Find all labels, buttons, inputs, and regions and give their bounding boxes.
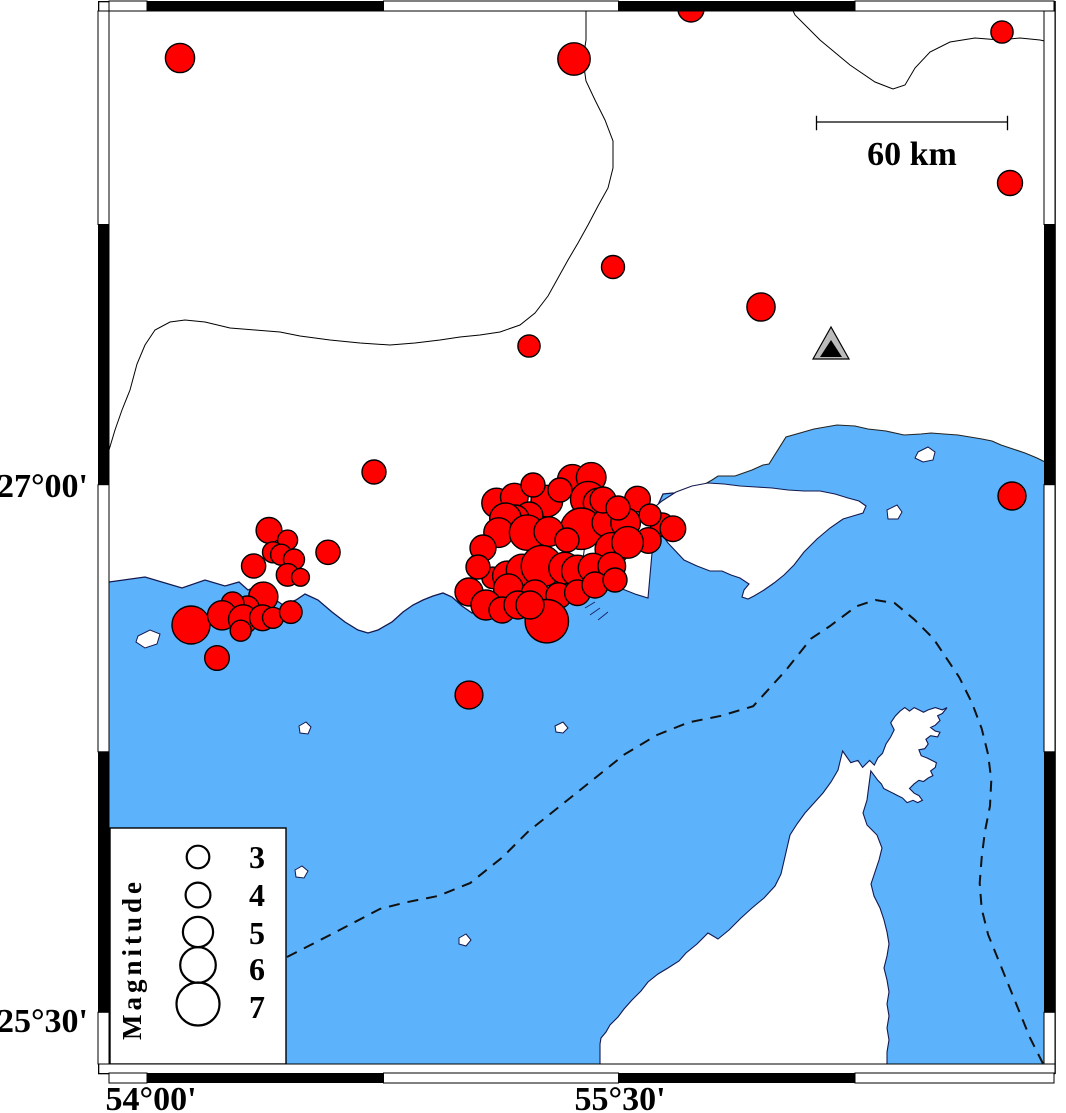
- svg-text:5: 5: [249, 915, 265, 951]
- svg-text:6: 6: [249, 951, 265, 987]
- svg-text:25°30': 25°30': [0, 1003, 88, 1040]
- svg-text:55°30': 55°30': [574, 1081, 665, 1113]
- svg-text:54°00': 54°00': [105, 1081, 196, 1113]
- svg-text:27°00': 27°00': [0, 468, 88, 505]
- svg-text:3: 3: [249, 839, 265, 875]
- svg-text:Magnitude: Magnitude: [117, 878, 147, 1040]
- svg-text:60 km: 60 km: [867, 136, 957, 173]
- svg-text:4: 4: [249, 877, 265, 913]
- svg-text:7: 7: [249, 989, 265, 1025]
